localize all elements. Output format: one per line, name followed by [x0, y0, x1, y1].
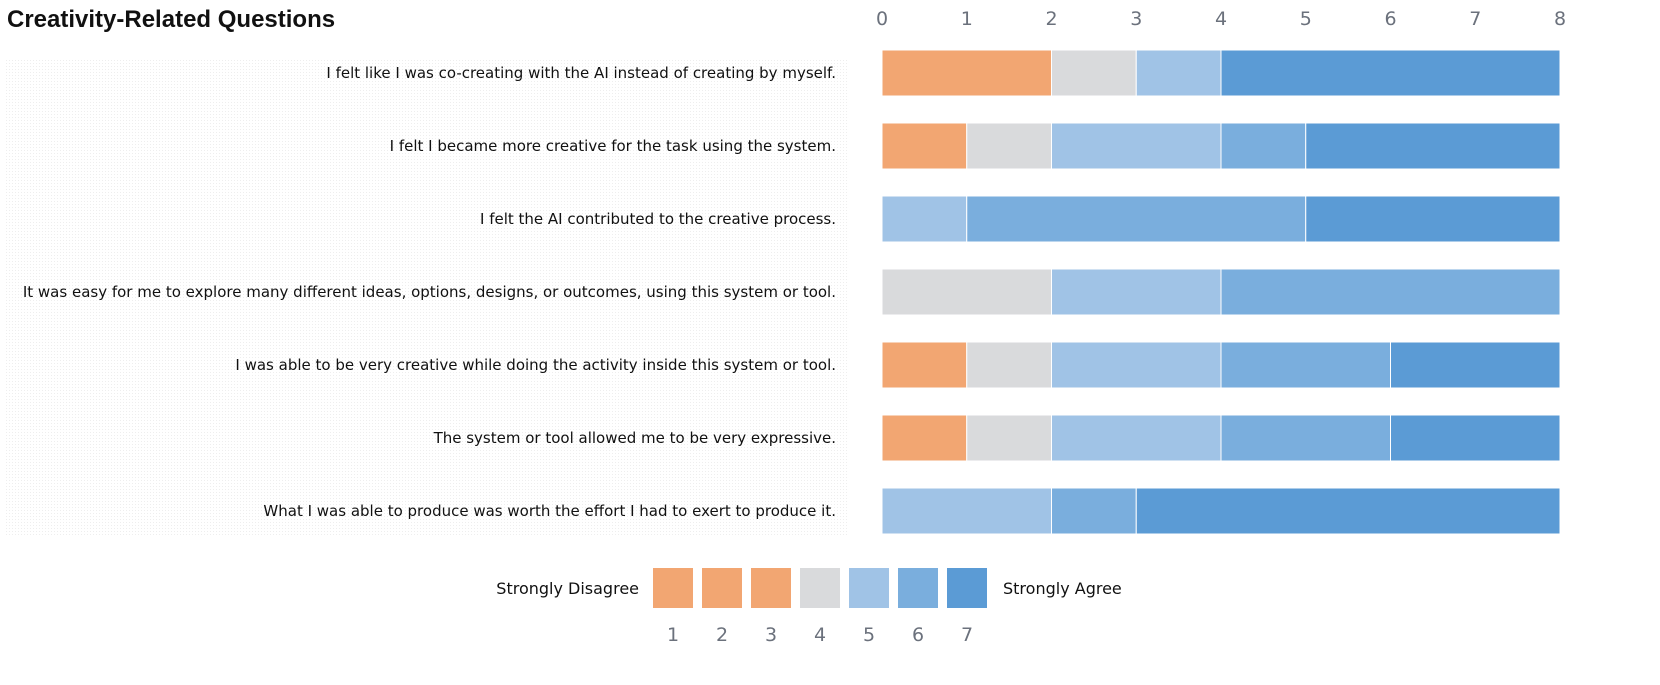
x-tick-label: 3	[1130, 8, 1142, 30]
bar-segment-level-4	[881, 268, 1052, 316]
question-label: What I was able to produce was worth the…	[263, 502, 836, 520]
bar-segment-level-5	[1051, 341, 1222, 389]
legend-swatch-7	[947, 568, 987, 608]
x-tick-label: 1	[961, 8, 973, 30]
question-label: The system or tool allowed me to be very…	[433, 429, 836, 447]
question-labels: I felt like I was co-creating with the A…	[23, 64, 836, 520]
bar-segment-level-6	[966, 195, 1307, 243]
legend-swatch-5	[849, 568, 889, 608]
legend-level-label: 4	[814, 624, 826, 646]
legend-level-label: 2	[716, 624, 728, 646]
legend-swatch-6	[898, 568, 938, 608]
bar-segment-level-3	[881, 49, 1052, 97]
bar-segment-level-5	[1051, 268, 1222, 316]
question-label-panel	[6, 58, 848, 536]
bar-segment-level-5	[881, 487, 1052, 535]
bar-segment-level-4	[1051, 49, 1137, 97]
legend-level-label: 5	[863, 624, 875, 646]
x-tick-label: 0	[876, 8, 888, 30]
bar-segment-level-5	[1135, 49, 1222, 97]
legend-right-label: Strongly Agree	[1003, 579, 1122, 598]
legend: Strongly Disagree Strongly Agree 1 2 3 4 5 6 7	[496, 568, 1122, 646]
bar-segment-level-3	[881, 341, 968, 389]
x-tick-label: 4	[1215, 8, 1227, 30]
bar-segment-level-4	[966, 122, 1052, 170]
legend-level-label: 3	[765, 624, 777, 646]
bar-segment-level-3	[881, 414, 968, 462]
legend-level-label: 1	[667, 624, 679, 646]
bar-segment-level-3	[881, 122, 968, 170]
bar-segment-level-5	[881, 195, 968, 243]
bar-segment-level-6	[1051, 487, 1137, 535]
bar-segment-level-7	[1305, 195, 1561, 243]
x-tick-label: 2	[1045, 8, 1057, 30]
bar-segment-level-7	[1135, 487, 1561, 535]
x-axis-ticks: 0 1 2 3 4 5 6 7 8	[876, 8, 1566, 30]
legend-level-label: 7	[961, 624, 973, 646]
bar-segment-level-5	[1051, 122, 1222, 170]
question-label: I felt I became more creative for the ta…	[390, 137, 836, 155]
legend-level-label: 6	[912, 624, 924, 646]
question-label: I felt like I was co-creating with the A…	[326, 64, 836, 82]
bar-segment-level-6	[1220, 341, 1391, 389]
bar-segment-level-4	[966, 341, 1052, 389]
legend-left-label: Strongly Disagree	[496, 579, 639, 598]
question-label: I was able to be very creative while doi…	[235, 356, 836, 374]
bar-segment-level-6	[1220, 268, 1561, 316]
bar-segment-level-7	[1220, 49, 1561, 97]
stacked-bars	[881, 49, 1561, 535]
legend-swatch-4	[800, 568, 840, 608]
legend-swatch-3	[751, 568, 791, 608]
x-tick-label: 5	[1300, 8, 1312, 30]
x-tick-label: 6	[1384, 8, 1396, 30]
x-tick-label: 8	[1554, 8, 1566, 30]
bar-segment-level-4	[966, 414, 1052, 462]
bar-segment-level-5	[1051, 414, 1222, 462]
legend-swatch-1	[653, 568, 693, 608]
question-label: I felt the AI contributed to the creativ…	[480, 210, 836, 228]
bar-segment-level-6	[1220, 414, 1391, 462]
question-label: It was easy for me to explore many diffe…	[23, 283, 836, 301]
x-tick-label: 7	[1469, 8, 1481, 30]
bar-segment-level-6	[1220, 122, 1307, 170]
chart-title: Creativity-Related Questions	[7, 6, 335, 33]
bar-segment-level-7	[1390, 414, 1561, 462]
bar-segment-level-7	[1305, 122, 1561, 170]
legend-swatch-2	[702, 568, 742, 608]
bar-segment-level-7	[1390, 341, 1561, 389]
